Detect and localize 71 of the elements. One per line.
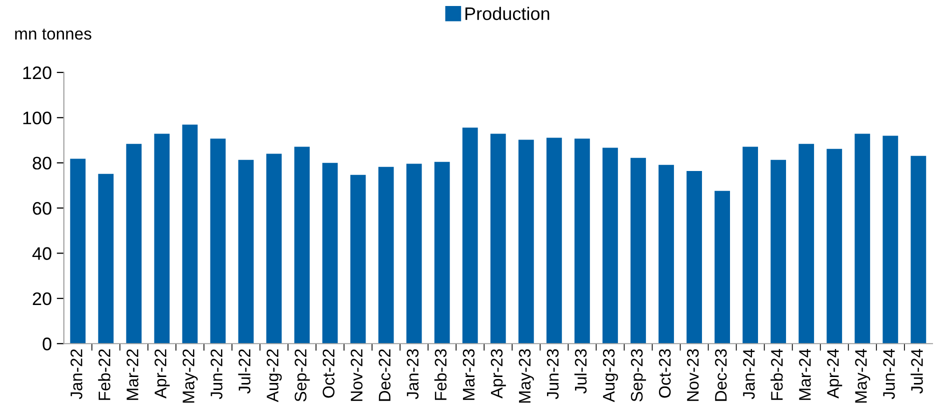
- bar: [546, 138, 562, 344]
- x-tick-label: Jun-22: [210, 349, 222, 400]
- x-tick-label: Apr-24: [827, 348, 842, 398]
- x-tick-label: Dec-22: [378, 349, 391, 401]
- bar: [798, 144, 814, 344]
- bar: [686, 170, 702, 344]
- y-tick-label: 100: [23, 112, 52, 124]
- bar: [182, 124, 198, 344]
- bar: [378, 166, 394, 344]
- bar: [350, 174, 366, 344]
- bar: [294, 146, 310, 344]
- bar: [574, 138, 590, 344]
- bar: [630, 158, 646, 344]
- x-tick-label: Nov-22: [350, 349, 363, 401]
- bar: [854, 134, 870, 344]
- bar: [826, 148, 842, 344]
- y-tick-label: 40: [32, 247, 52, 260]
- x-tick-label: Apr-23: [490, 349, 506, 398]
- bar: [742, 146, 758, 344]
- bar: [70, 158, 86, 344]
- bar: [602, 148, 618, 344]
- bar: [322, 162, 338, 344]
- x-tick-label: Oct-23: [658, 349, 671, 398]
- x-tick-label: Sep-22: [294, 349, 310, 402]
- y-tick-label: 80: [32, 156, 52, 170]
- x-tick-label: Aug-23: [602, 349, 618, 402]
- x-tick-label: Dec-23: [714, 349, 727, 401]
- x-tick-label: Jun-24: [883, 348, 895, 400]
- x-tick-label: Mar-22: [126, 349, 138, 400]
- bar: [462, 128, 478, 344]
- y-tick-label: 20: [32, 292, 52, 306]
- bar: [210, 138, 226, 344]
- bar: [770, 160, 786, 344]
- bar: [910, 156, 926, 344]
- bar: [518, 140, 534, 344]
- x-tick-label: Feb-23: [434, 349, 447, 400]
- bar: [714, 190, 730, 344]
- bar: [154, 134, 170, 344]
- y-axis-title: mn tonnes: [15, 28, 92, 40]
- x-tick-label: Jan-24: [742, 348, 755, 400]
- x-tick-label: Nov-23: [686, 349, 699, 401]
- x-tick-label: Feb-24: [770, 348, 783, 400]
- x-tick-label: Oct-22: [322, 349, 334, 398]
- x-tick-label: Jul-22: [238, 349, 250, 394]
- bar: [490, 134, 506, 344]
- legend-label: Production: [465, 6, 550, 20]
- x-tick-label: Jul-24: [910, 348, 923, 394]
- x-tick-label: Feb-22: [98, 349, 110, 400]
- x-tick-label: Mar-24: [799, 348, 811, 400]
- bar: [434, 162, 450, 344]
- y-tick-label: 120: [23, 66, 52, 80]
- x-tick-label: Jun-23: [546, 349, 559, 400]
- bar: [882, 136, 898, 344]
- x-tick-label: Aug-22: [266, 349, 282, 402]
- bar: [406, 164, 422, 344]
- bar: [126, 144, 142, 344]
- bar: [266, 154, 282, 344]
- x-tick-label: Jul-23: [574, 349, 587, 394]
- bar: [98, 174, 114, 344]
- y-tick-label: 60: [32, 202, 52, 215]
- x-tick-label: Mar-23: [462, 349, 475, 400]
- x-tick-label: May-23: [518, 349, 534, 403]
- x-tick-label: May-22: [182, 349, 198, 403]
- bar: [658, 164, 674, 344]
- x-tick-label: Apr-22: [154, 349, 170, 398]
- x-tick-label: Jan-22: [70, 349, 82, 400]
- bar: [238, 160, 254, 344]
- x-tick-label: Jan-23: [406, 349, 419, 400]
- x-tick-label: May-24: [855, 348, 870, 403]
- x-tick-label: Sep-23: [630, 349, 646, 402]
- y-tick-label: 0: [42, 338, 52, 350]
